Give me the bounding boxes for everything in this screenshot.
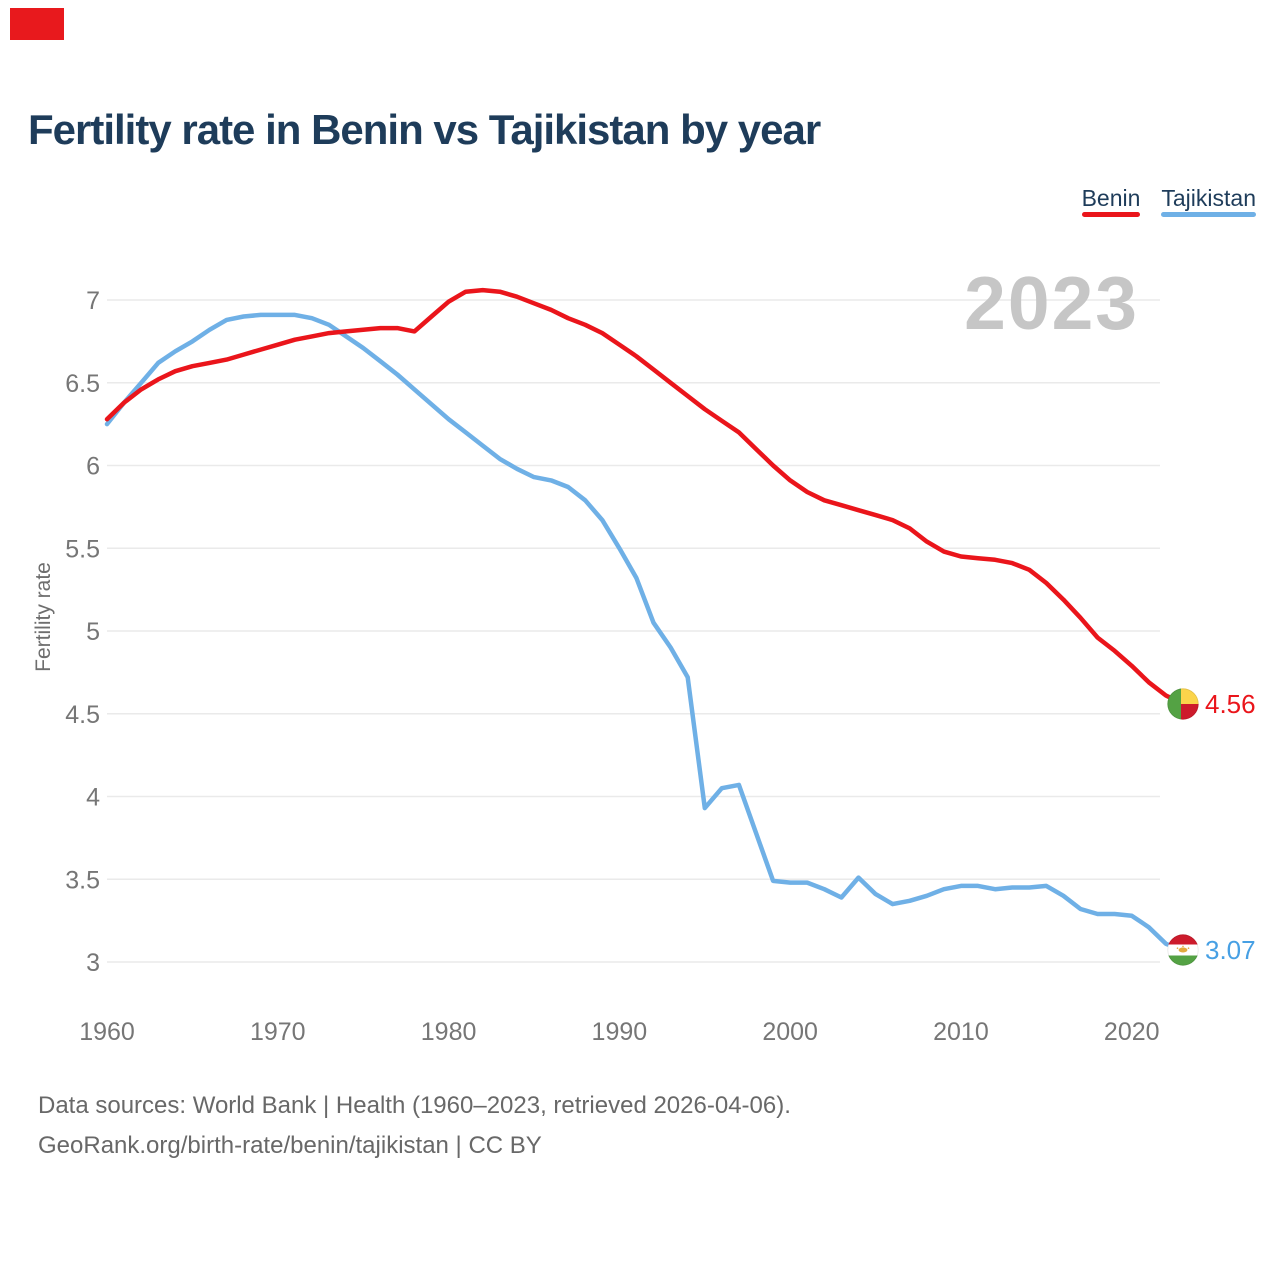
- y-tick-label: 3.5: [65, 866, 100, 894]
- legend-item-benin[interactable]: Benin: [1081, 185, 1141, 217]
- x-tick-label: 1970: [250, 1018, 306, 1046]
- y-tick-label: 7: [86, 287, 100, 315]
- x-tick-label: 1980: [421, 1018, 477, 1046]
- tajikistan-flag-icon: [1167, 934, 1199, 966]
- legend-item-tajikistan[interactable]: Tajikistan: [1161, 186, 1256, 217]
- tajikistan-series-line[interactable]: [104, 312, 1186, 953]
- watermark-year: 2023: [964, 261, 1139, 345]
- y-tick-label: 4.5: [65, 701, 100, 729]
- footer: Data sources: World Bank | Health (1960–…: [38, 1086, 791, 1166]
- benin-flag-icon: [1167, 688, 1199, 720]
- footer-attribution-line: GeoRank.org/birth-rate/benin/tajikistan …: [38, 1132, 542, 1159]
- legend-underline-benin: [1081, 212, 1141, 217]
- x-tick-label: 2000: [762, 1018, 818, 1046]
- benin-series-line[interactable]: [104, 287, 1186, 707]
- benin-end-value: 4.56: [1205, 689, 1256, 719]
- legend-label-benin: Benin: [1081, 185, 1141, 211]
- y-axis-title: Fertility rate: [32, 562, 55, 672]
- chart-title: Fertility rate in Benin vs Tajikistan by…: [28, 106, 821, 153]
- footer-sources-line: Data sources: World Bank | Health (1960–…: [38, 1092, 791, 1119]
- x-tick-label: 1990: [592, 1018, 648, 1046]
- x-tick-label: 2020: [1104, 1018, 1160, 1046]
- y-tick-label: 3: [86, 949, 100, 977]
- y-tick-label: 5: [86, 618, 100, 646]
- annotation-marker-box: [10, 8, 64, 40]
- tajikistan-end-value: 3.07: [1205, 935, 1256, 965]
- x-tick-label: 2010: [933, 1018, 989, 1046]
- y-tick-label: 5.5: [65, 535, 100, 563]
- legend-label-tajikistan: Tajikistan: [1161, 185, 1256, 211]
- legend: Benin Tajikistan: [1081, 185, 1256, 217]
- y-tick-label: 4: [86, 784, 100, 812]
- x-tick-label: 1960: [79, 1018, 135, 1046]
- legend-underline-tajikistan: [1161, 212, 1256, 217]
- y-tick-label: 6.5: [65, 370, 100, 398]
- y-tick-label: 6: [86, 453, 100, 481]
